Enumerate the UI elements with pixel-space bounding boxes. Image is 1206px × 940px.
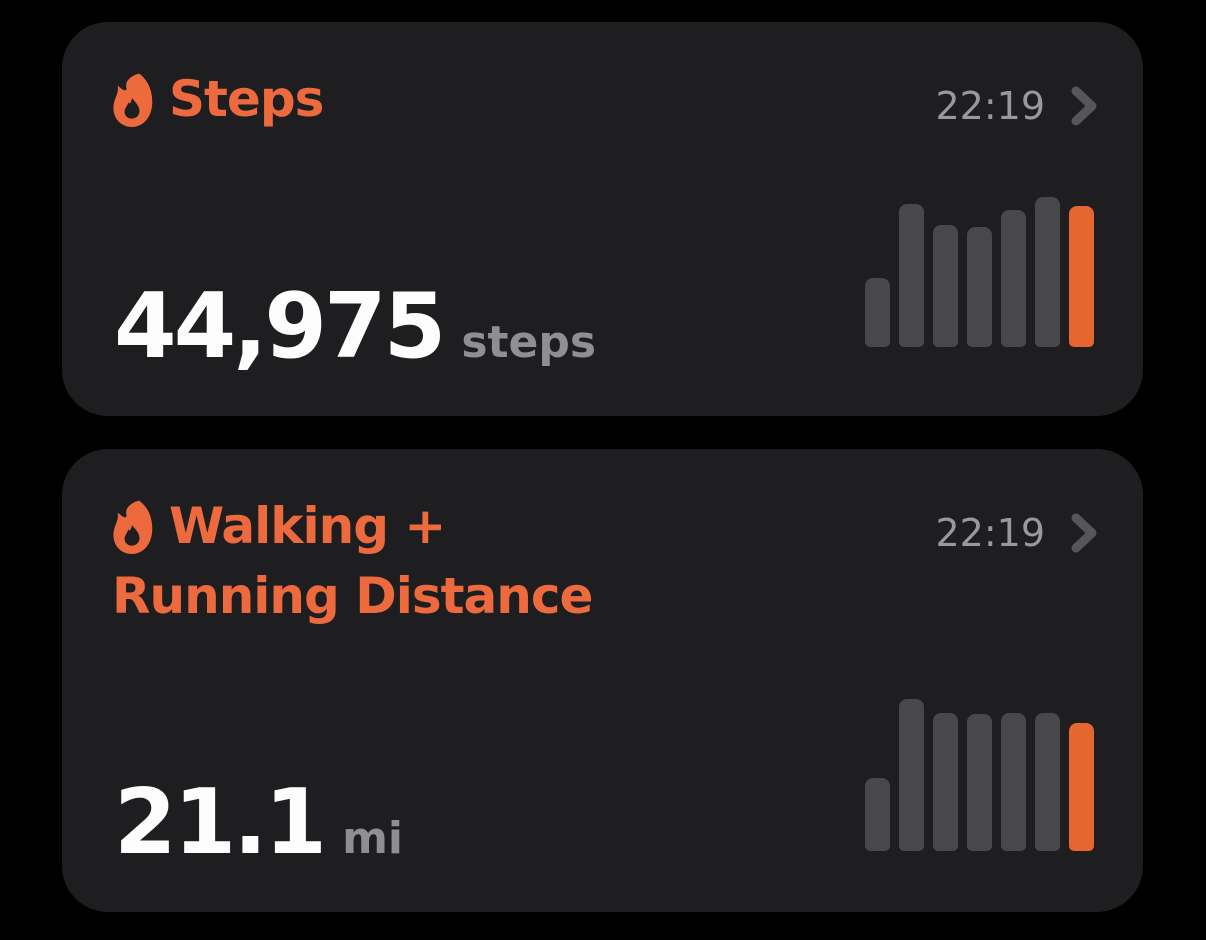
- chart-bar: [1035, 197, 1060, 347]
- distance-unit: mi: [342, 813, 403, 864]
- chart-bar: [865, 778, 890, 851]
- chart-bar: [933, 225, 958, 347]
- chart-bar-current: [1069, 206, 1094, 347]
- chart-bar: [967, 714, 992, 851]
- distance-sparkline-chart: [865, 699, 1094, 851]
- chevron-right-icon[interactable]: [1069, 83, 1099, 129]
- steps-sparkline-chart: [865, 197, 1094, 347]
- chevron-right-icon[interactable]: [1069, 510, 1099, 556]
- last-updated-time: 22:19: [935, 84, 1045, 128]
- steps-card[interactable]: Steps 22:19 44,975 steps: [62, 22, 1143, 416]
- walking-running-distance-card[interactable]: Walking + Running Distance 22:19 21.1 mi: [62, 449, 1143, 912]
- card-title-text: Steps: [169, 70, 324, 128]
- distance-value: 21.1: [114, 770, 327, 875]
- flame-icon: [113, 500, 153, 555]
- last-updated-time: 22:19: [935, 511, 1045, 555]
- chart-bar: [1035, 713, 1060, 851]
- chart-bar-current: [1069, 723, 1094, 851]
- chart-bar: [1001, 210, 1026, 347]
- steps-card-header-right: 22:19: [935, 80, 1099, 132]
- steps-card-title: Steps: [112, 64, 324, 134]
- chart-bar: [899, 204, 924, 347]
- card-title-text-line2: Running Distance: [112, 567, 593, 625]
- chart-bar: [1001, 713, 1026, 851]
- chart-bar: [967, 227, 992, 347]
- steps-value-row: 44,975 steps: [114, 282, 596, 372]
- steps-value: 44,975: [114, 274, 446, 379]
- card-title-text: Walking +: [169, 497, 446, 555]
- flame-icon: [113, 73, 153, 128]
- distance-card-header-right: 22:19: [935, 507, 1099, 559]
- distance-card-title: Walking + Running Distance: [112, 491, 593, 631]
- chart-bar: [899, 699, 924, 851]
- chart-bar: [933, 713, 958, 851]
- chart-bar: [865, 278, 890, 347]
- distance-value-row: 21.1 mi: [114, 778, 403, 868]
- steps-unit: steps: [461, 317, 597, 368]
